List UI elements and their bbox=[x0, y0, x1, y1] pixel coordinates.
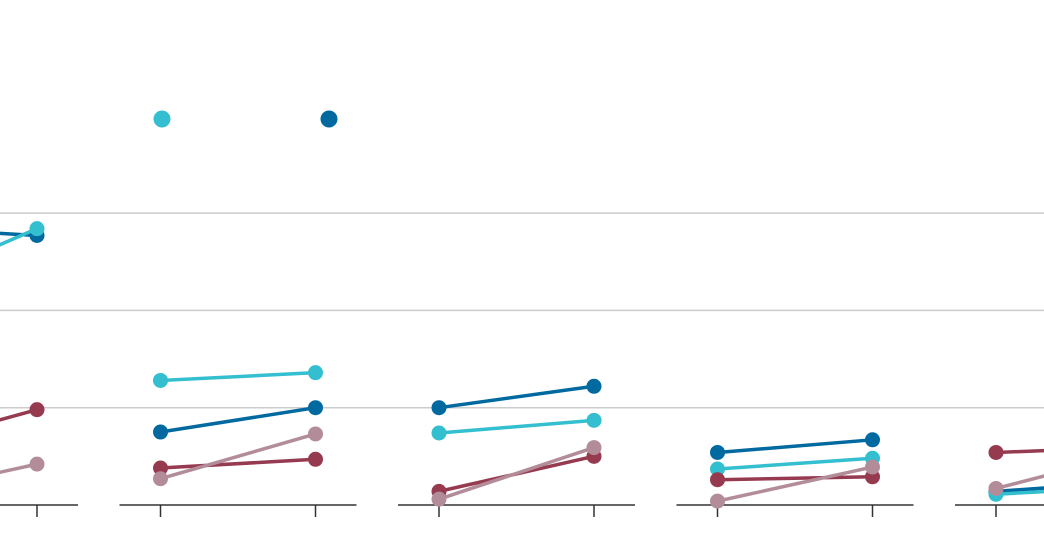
dot bbox=[153, 372, 168, 388]
dot bbox=[431, 425, 447, 441]
dot bbox=[586, 440, 602, 456]
slope-line bbox=[995, 489, 1044, 497]
dot bbox=[710, 472, 725, 488]
slope-line bbox=[0, 231, 38, 238]
dot bbox=[586, 412, 602, 428]
slope-line bbox=[160, 405, 316, 434]
dot bbox=[308, 365, 323, 381]
dot bbox=[988, 480, 1004, 496]
dot bbox=[308, 400, 323, 416]
slope-line bbox=[0, 227, 38, 247]
slope-line bbox=[438, 418, 595, 435]
legend-swatch bbox=[320, 110, 338, 128]
slope-line bbox=[438, 445, 595, 501]
dot bbox=[153, 424, 168, 440]
dot bbox=[710, 461, 725, 477]
slope-line bbox=[438, 384, 595, 410]
slope-line bbox=[160, 432, 316, 481]
dot bbox=[153, 471, 168, 487]
dot bbox=[29, 456, 45, 472]
dot bbox=[710, 493, 725, 509]
dot bbox=[586, 378, 602, 394]
slope-line bbox=[0, 407, 38, 422]
slope-line bbox=[717, 438, 873, 455]
dot bbox=[153, 460, 168, 476]
dot bbox=[710, 444, 725, 460]
slope-line bbox=[0, 462, 38, 475]
dot bbox=[431, 400, 447, 416]
slope-line bbox=[995, 486, 1044, 494]
slope-line bbox=[717, 456, 873, 471]
dot bbox=[308, 451, 323, 467]
legend-swatch bbox=[153, 110, 171, 128]
dot bbox=[988, 444, 1004, 460]
slope-line bbox=[995, 474, 1044, 491]
slope-line bbox=[995, 448, 1044, 455]
dot bbox=[865, 459, 880, 475]
slope-line bbox=[717, 465, 873, 503]
dot bbox=[865, 432, 880, 448]
dot bbox=[29, 402, 45, 418]
dot bbox=[308, 426, 323, 442]
slope-line bbox=[160, 457, 316, 470]
dot bbox=[431, 491, 447, 507]
slope-line bbox=[160, 370, 316, 383]
dot bbox=[29, 221, 45, 237]
slope-line bbox=[717, 475, 873, 482]
